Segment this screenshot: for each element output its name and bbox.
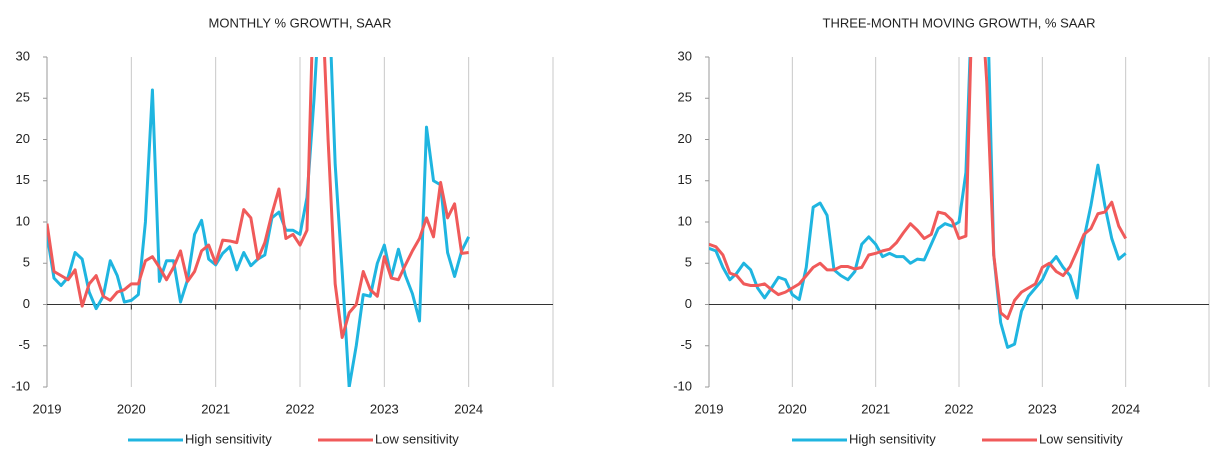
legend-label: High sensitivity <box>849 431 936 446</box>
x-tick-label: 2020 <box>117 401 146 416</box>
x-tick-label: 2024 <box>454 401 483 416</box>
series-line <box>709 57 1127 321</box>
chart-title: THREE-MONTH MOVING GROWTH, % SAAR <box>823 15 1096 30</box>
y-tick-label: -10 <box>11 378 30 393</box>
series-line <box>47 57 469 339</box>
series-line <box>709 57 1127 349</box>
legend-label: Low sensitivity <box>1039 431 1123 446</box>
legend-label: Low sensitivity <box>375 431 459 446</box>
x-tick-label: 2023 <box>1028 401 1057 416</box>
plot-area <box>47 57 471 387</box>
series-line <box>47 57 471 387</box>
legend-label: High sensitivity <box>185 431 272 446</box>
y-tick-label: 5 <box>23 255 30 270</box>
y-tick-label: -5 <box>18 337 30 352</box>
x-tick-label: 2022 <box>286 401 315 416</box>
y-tick-label: 25 <box>16 90 30 105</box>
x-tick-label: 2022 <box>945 401 974 416</box>
x-tick-label: 2024 <box>1111 401 1140 416</box>
y-tick-label: -5 <box>680 337 692 352</box>
y-tick-label: 10 <box>16 213 30 228</box>
y-tick-label: 25 <box>678 90 692 105</box>
x-tick-label: 2019 <box>695 401 724 416</box>
y-tick-label: 20 <box>16 131 30 146</box>
y-tick-label: 15 <box>16 172 30 187</box>
y-tick-label: 20 <box>678 131 692 146</box>
plot-area <box>709 57 1127 349</box>
y-tick-label: 15 <box>678 172 692 187</box>
x-tick-label: 2023 <box>370 401 399 416</box>
y-tick-label: 30 <box>678 48 692 63</box>
chart-title: MONTHLY % GROWTH, SAAR <box>209 15 392 30</box>
x-tick-label: 2019 <box>33 401 62 416</box>
y-tick-label: 10 <box>678 213 692 228</box>
x-tick-label: 2020 <box>778 401 807 416</box>
y-tick-label: 0 <box>685 296 692 311</box>
x-tick-label: 2021 <box>861 401 890 416</box>
y-tick-label: 5 <box>685 255 692 270</box>
y-tick-label: 0 <box>23 296 30 311</box>
x-tick-label: 2021 <box>201 401 230 416</box>
y-tick-label: -10 <box>673 378 692 393</box>
y-tick-label: 30 <box>16 48 30 63</box>
